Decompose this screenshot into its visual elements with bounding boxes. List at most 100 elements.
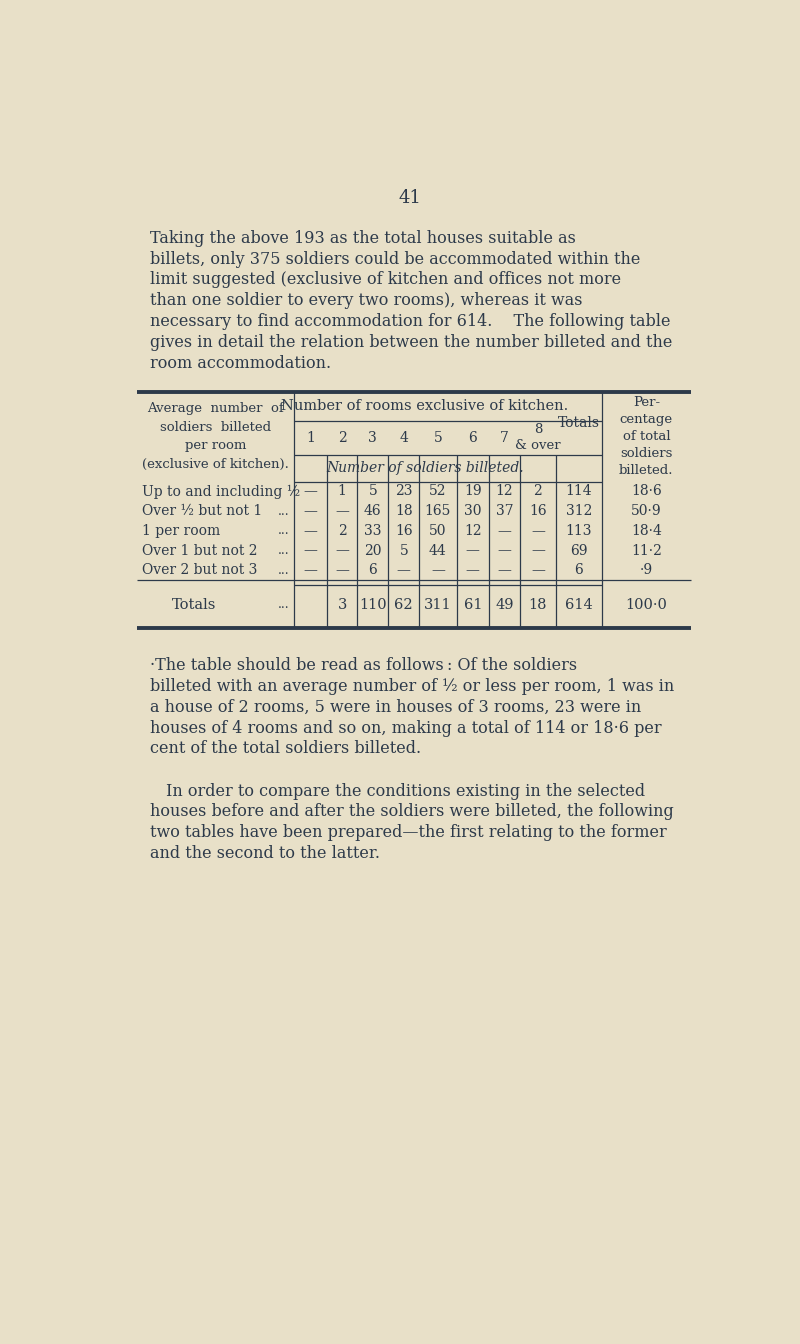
Text: 30: 30 bbox=[464, 504, 482, 519]
Text: ·The table should be read as follows : Of the soldiers: ·The table should be read as follows : O… bbox=[150, 657, 578, 675]
Text: Over 1 but not 2: Over 1 but not 2 bbox=[142, 543, 258, 558]
Text: ...: ... bbox=[278, 544, 289, 558]
Text: —: — bbox=[531, 524, 545, 538]
Text: Average  number  of
soldiers  billeted
per room
(exclusive of kitchen).: Average number of soldiers billeted per … bbox=[142, 402, 289, 470]
Text: —: — bbox=[303, 563, 318, 578]
Text: 165: 165 bbox=[425, 504, 451, 519]
Text: 614: 614 bbox=[565, 598, 593, 612]
Text: room accommodation.: room accommodation. bbox=[150, 355, 331, 371]
Text: ...: ... bbox=[278, 563, 289, 577]
Text: —: — bbox=[303, 524, 318, 538]
Text: billets, only 375 soldiers could be accommodated within the: billets, only 375 soldiers could be acco… bbox=[150, 250, 641, 267]
Text: —: — bbox=[335, 504, 349, 519]
Text: —: — bbox=[431, 563, 445, 578]
Text: 11·2: 11·2 bbox=[631, 543, 662, 558]
Text: —: — bbox=[531, 563, 545, 578]
Text: 52: 52 bbox=[429, 484, 446, 499]
Text: 6: 6 bbox=[469, 430, 477, 445]
Text: Over 2 but not 3: Over 2 but not 3 bbox=[142, 563, 258, 578]
Text: 62: 62 bbox=[394, 598, 413, 612]
Text: 2: 2 bbox=[338, 430, 346, 445]
Text: than one soldier to every two rooms), whereas it was: than one soldier to every two rooms), wh… bbox=[150, 292, 583, 309]
Text: —: — bbox=[531, 543, 545, 558]
Text: houses before and after the soldiers were billeted, the following: houses before and after the soldiers wer… bbox=[150, 804, 674, 820]
Text: —: — bbox=[466, 563, 480, 578]
Text: a house of 2 rooms, 5 were in houses of 3 rooms, 23 were in: a house of 2 rooms, 5 were in houses of … bbox=[150, 699, 642, 716]
Text: —: — bbox=[303, 543, 318, 558]
Text: 1: 1 bbox=[338, 484, 346, 499]
Text: 4: 4 bbox=[399, 430, 408, 445]
Text: 16: 16 bbox=[395, 524, 413, 538]
Text: —: — bbox=[498, 543, 511, 558]
Text: 49: 49 bbox=[495, 598, 514, 612]
Text: and the second to the latter.: and the second to the latter. bbox=[150, 845, 380, 862]
Text: gives in detail the relation between the number billeted and the: gives in detail the relation between the… bbox=[150, 333, 673, 351]
Text: ...: ... bbox=[278, 524, 289, 538]
Text: —: — bbox=[466, 543, 480, 558]
Text: Totals: Totals bbox=[558, 417, 600, 430]
Text: —: — bbox=[498, 524, 511, 538]
Text: 8
& over: 8 & over bbox=[515, 423, 561, 452]
Text: 5: 5 bbox=[434, 430, 442, 445]
Text: 16: 16 bbox=[529, 504, 546, 519]
Text: 33: 33 bbox=[364, 524, 382, 538]
Text: 113: 113 bbox=[566, 524, 592, 538]
Text: Up to and including ½: Up to and including ½ bbox=[142, 484, 300, 499]
Text: Number of rooms exclusive of kitchen.: Number of rooms exclusive of kitchen. bbox=[281, 399, 568, 413]
Text: two tables have been prepared—the first relating to the former: two tables have been prepared—the first … bbox=[150, 824, 667, 841]
Text: —: — bbox=[303, 484, 318, 499]
Text: —: — bbox=[498, 563, 511, 578]
Text: 110: 110 bbox=[359, 598, 386, 612]
Text: Per-
centage
of total
soldiers
billeted.: Per- centage of total soldiers billeted. bbox=[619, 396, 674, 477]
Text: 37: 37 bbox=[496, 504, 514, 519]
Text: 6: 6 bbox=[369, 563, 377, 578]
Text: 61: 61 bbox=[463, 598, 482, 612]
Text: 1: 1 bbox=[306, 430, 315, 445]
Text: 50·9: 50·9 bbox=[631, 504, 662, 519]
Text: 5: 5 bbox=[399, 543, 408, 558]
Text: 6: 6 bbox=[574, 563, 583, 578]
Text: 100·0: 100·0 bbox=[626, 598, 667, 612]
Text: 312: 312 bbox=[566, 504, 592, 519]
Text: 19: 19 bbox=[464, 484, 482, 499]
Text: 7: 7 bbox=[500, 430, 509, 445]
Text: 1 per room: 1 per room bbox=[142, 524, 220, 538]
Text: ...: ... bbox=[278, 598, 289, 612]
Text: necessary to find accommodation for 614.  The following table: necessary to find accommodation for 614.… bbox=[150, 313, 671, 331]
Text: cent of the total soldiers billeted.: cent of the total soldiers billeted. bbox=[150, 741, 422, 757]
Text: limit suggested (exclusive of kitchen and offices not more: limit suggested (exclusive of kitchen an… bbox=[150, 271, 622, 289]
Text: 2: 2 bbox=[338, 524, 346, 538]
Text: 2: 2 bbox=[534, 484, 542, 499]
Text: 18: 18 bbox=[529, 598, 547, 612]
Text: —: — bbox=[303, 504, 318, 519]
Text: —: — bbox=[335, 543, 349, 558]
Text: —: — bbox=[335, 563, 349, 578]
Text: Taking the above 193 as the total houses suitable as: Taking the above 193 as the total houses… bbox=[150, 230, 576, 247]
Text: Over ½ but not 1: Over ½ but not 1 bbox=[142, 504, 262, 519]
Text: 5: 5 bbox=[369, 484, 377, 499]
Text: Number of soldiers billeted.: Number of soldiers billeted. bbox=[326, 461, 523, 476]
Text: 3: 3 bbox=[338, 598, 347, 612]
Text: houses of 4 rooms and so on, making a total of 114 or 18·6 per: houses of 4 rooms and so on, making a to… bbox=[150, 719, 662, 737]
Text: Totals: Totals bbox=[172, 598, 217, 612]
Text: 18·6: 18·6 bbox=[631, 484, 662, 499]
Text: 20: 20 bbox=[364, 543, 382, 558]
Text: 50: 50 bbox=[429, 524, 446, 538]
Text: 3: 3 bbox=[369, 430, 377, 445]
Text: 44: 44 bbox=[429, 543, 446, 558]
Text: ...: ... bbox=[278, 504, 289, 517]
Text: 12: 12 bbox=[464, 524, 482, 538]
Text: ·9: ·9 bbox=[640, 563, 653, 578]
Text: 46: 46 bbox=[364, 504, 382, 519]
Text: 18: 18 bbox=[395, 504, 413, 519]
Text: 23: 23 bbox=[395, 484, 413, 499]
Text: 41: 41 bbox=[398, 190, 422, 207]
Text: 69: 69 bbox=[570, 543, 588, 558]
Text: 12: 12 bbox=[496, 484, 514, 499]
Text: In order to compare the conditions existing in the selected: In order to compare the conditions exist… bbox=[150, 782, 646, 800]
Text: 311: 311 bbox=[424, 598, 452, 612]
Text: 18·4: 18·4 bbox=[631, 524, 662, 538]
Text: —: — bbox=[397, 563, 410, 578]
Text: billeted with an average number of ½ or less per room, 1 was in: billeted with an average number of ½ or … bbox=[150, 677, 674, 695]
Text: 114: 114 bbox=[566, 484, 592, 499]
